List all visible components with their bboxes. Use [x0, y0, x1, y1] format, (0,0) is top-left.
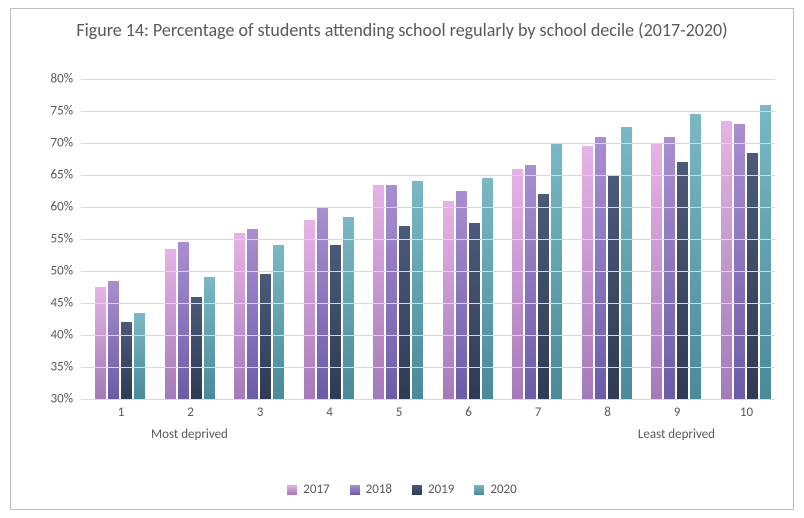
- gridline: [81, 303, 775, 304]
- x-tick-label: 5: [396, 405, 403, 420]
- bar: [469, 223, 480, 399]
- x-tick-label: 9: [674, 405, 681, 420]
- gridline: [81, 399, 775, 400]
- bar: [677, 162, 688, 399]
- gridline: [81, 271, 775, 272]
- bar: [234, 233, 245, 399]
- y-tick-label: 35%: [51, 360, 73, 375]
- bar: [734, 124, 745, 399]
- bar: [608, 175, 619, 399]
- legend-label: 2017: [303, 482, 329, 497]
- legend-swatch: [474, 485, 484, 495]
- bar: [247, 229, 258, 399]
- x-sublabel-left: Most deprived: [151, 427, 228, 442]
- bar: [721, 121, 732, 399]
- bar: [760, 105, 771, 399]
- legend-item: 2019: [412, 482, 454, 497]
- y-tick-label: 45%: [51, 296, 73, 311]
- y-tick-label: 70%: [51, 136, 73, 151]
- x-tick-label: 6: [465, 405, 472, 420]
- bar: [747, 153, 758, 399]
- bar: [108, 281, 119, 399]
- bar: [621, 127, 632, 399]
- x-tick-label: 7: [535, 405, 542, 420]
- bar: [399, 226, 410, 399]
- legend-item: 2017: [287, 482, 329, 497]
- bar: [525, 165, 536, 399]
- bar: [273, 245, 284, 399]
- bar: [482, 178, 493, 399]
- y-tick-label: 30%: [51, 392, 73, 407]
- x-sublabel-right: Least deprived: [638, 427, 715, 442]
- bar: [343, 217, 354, 399]
- bar: [512, 169, 523, 399]
- bar: [582, 146, 593, 399]
- x-tick-label: 8: [604, 405, 611, 420]
- chart-frame: Figure 14: Percentage of students attend…: [10, 8, 794, 510]
- gridline: [81, 175, 775, 176]
- y-tick-label: 60%: [51, 200, 73, 215]
- gridline: [81, 143, 775, 144]
- x-tick-label: 10: [740, 405, 753, 420]
- gridline: [81, 239, 775, 240]
- gridline: [81, 367, 775, 368]
- chart-title: Figure 14: Percentage of students attend…: [11, 19, 793, 42]
- legend-item: 2018: [350, 482, 392, 497]
- y-tick-label: 75%: [51, 104, 73, 119]
- legend-label: 2019: [428, 482, 454, 497]
- x-tick-label: 4: [326, 405, 333, 420]
- legend-swatch: [412, 485, 422, 495]
- y-tick-label: 40%: [51, 328, 73, 343]
- y-tick-label: 80%: [51, 72, 73, 87]
- legend: 2017 2018 2019 2020: [11, 482, 793, 497]
- y-tick-label: 55%: [51, 232, 73, 247]
- legend-swatch: [350, 485, 360, 495]
- bar: [191, 297, 202, 399]
- bar: [134, 313, 145, 399]
- legend-label: 2018: [366, 482, 392, 497]
- legend-swatch: [287, 485, 297, 495]
- bar: [121, 322, 132, 399]
- x-tick-label: 1: [118, 405, 125, 420]
- x-tick-label: 2: [187, 405, 194, 420]
- y-tick-label: 50%: [51, 264, 73, 279]
- gridline: [81, 207, 775, 208]
- gridline: [81, 111, 775, 112]
- y-tick-label: 65%: [51, 168, 73, 183]
- bar: [260, 274, 271, 399]
- bar: [204, 277, 215, 399]
- bar: [178, 242, 189, 399]
- plot-area: Most deprived Least deprived 30%35%40%45…: [81, 79, 775, 399]
- gridline: [81, 79, 775, 80]
- bar: [690, 114, 701, 399]
- legend-label: 2020: [490, 482, 516, 497]
- bar: [330, 245, 341, 399]
- legend-item: 2020: [474, 482, 516, 497]
- bar: [538, 194, 549, 399]
- gridline: [81, 335, 775, 336]
- bar: [304, 220, 315, 399]
- x-tick-label: 3: [257, 405, 264, 420]
- bar: [443, 201, 454, 399]
